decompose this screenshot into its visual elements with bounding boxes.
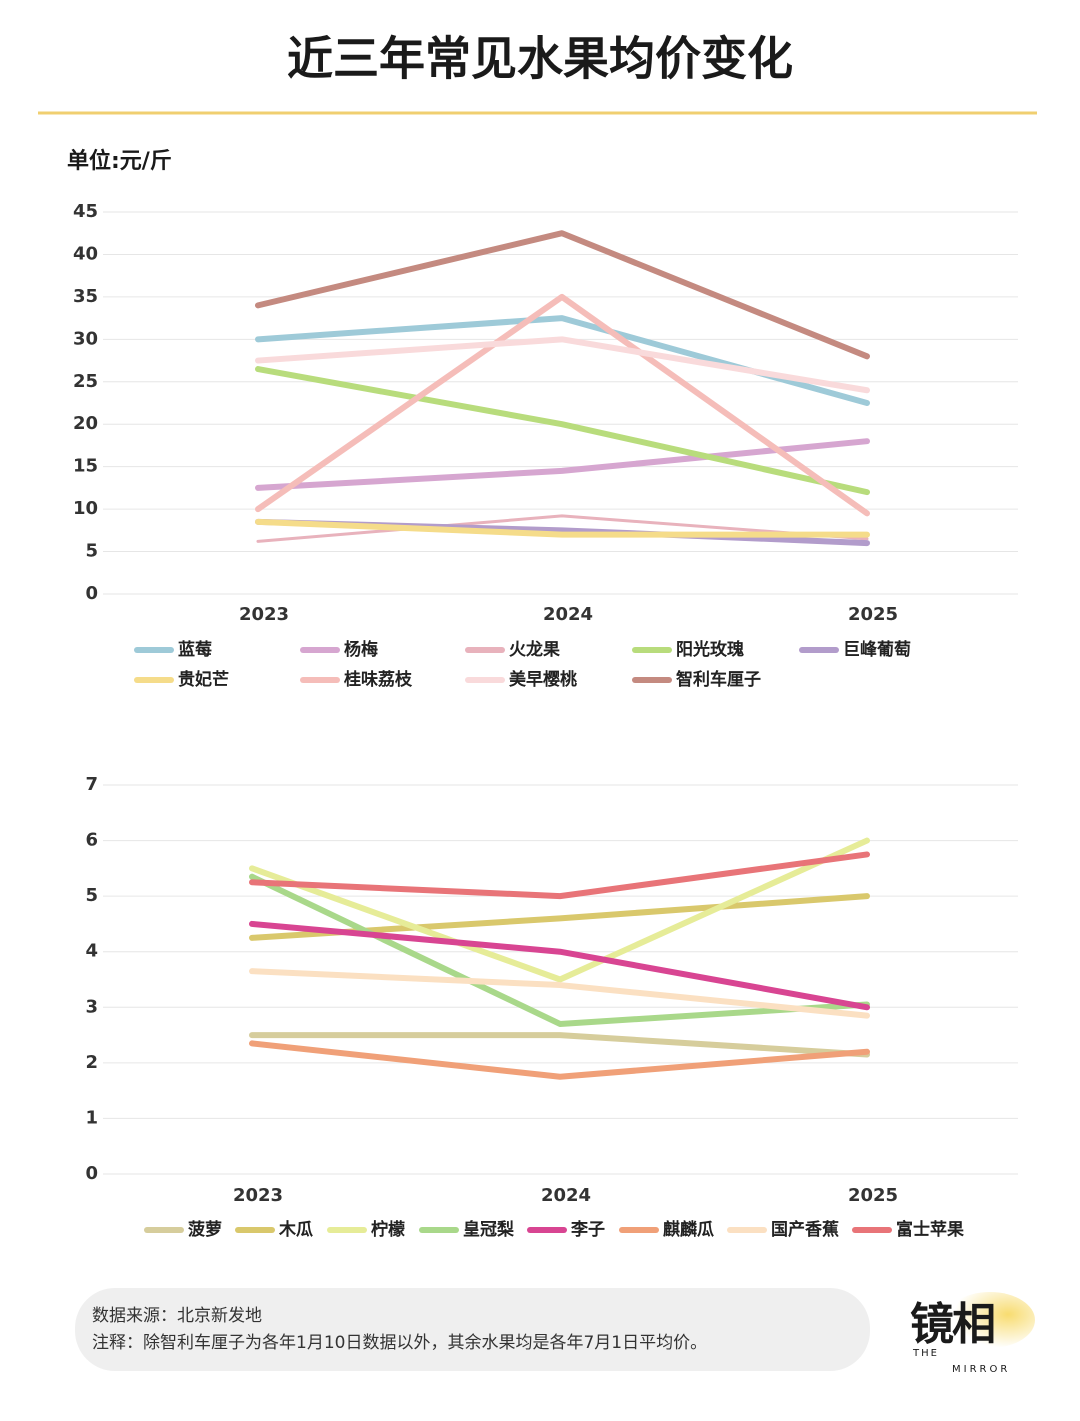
series-line (255, 438, 870, 491)
legend-label: 木瓜 (278, 1219, 313, 1240)
y-tick-label: 10 (73, 498, 98, 519)
logo: 镜相 (910, 1299, 994, 1350)
x-tick-label: 2025 (848, 1185, 898, 1206)
y-tick-label: 6 (85, 830, 98, 851)
series-line (249, 1032, 870, 1058)
series-line (256, 514, 869, 543)
legend-label: 麒麟瓜 (663, 1219, 714, 1240)
y-tick-label: 4 (85, 941, 98, 962)
series-line (249, 851, 870, 900)
legend-label: 柠檬 (371, 1219, 405, 1240)
title: 近三年常见水果均价变化 (287, 32, 793, 86)
y-tick-label: 30 (73, 328, 98, 349)
footnote-box (75, 1288, 870, 1371)
y-tick-label: 5 (85, 541, 98, 562)
series-line (249, 920, 870, 1011)
legend-label: 李子 (571, 1219, 605, 1240)
y-tick-label: 0 (85, 1163, 98, 1184)
series-line (249, 968, 870, 1019)
x-tick-label: 2023 (233, 1185, 283, 1206)
unit-label: 单位:元/斤 (67, 148, 172, 174)
x-tick-label: 2024 (543, 604, 593, 625)
legend-label: 蓝莓 (178, 640, 212, 660)
legend-label: 巨峰葡萄 (843, 639, 911, 660)
series-line (249, 873, 870, 1027)
legend-label: 富士苹果 (896, 1219, 964, 1240)
logo-sub: MIRROR (952, 1364, 1010, 1375)
y-tick-label: 15 (73, 456, 98, 477)
series-line (255, 518, 870, 538)
legend-label: 贵妃芒 (178, 669, 229, 690)
series-line (249, 1040, 870, 1080)
legend-label: 杨梅 (344, 639, 378, 660)
series-line (255, 293, 870, 517)
legend-label: 美早樱桃 (509, 669, 577, 690)
legend-label: 菠萝 (188, 1219, 222, 1240)
y-tick-label: 5 (85, 885, 98, 906)
note: 注释：除智利车厘子为各年1月10日数据以外，其余水果均是各年7月1日平均价。 (92, 1333, 707, 1353)
y-tick-label: 45 (73, 201, 98, 222)
legend-label: 皇冠梨 (463, 1219, 515, 1240)
x-tick-label: 2025 (848, 604, 898, 625)
x-tick-label: 2024 (541, 1185, 591, 1206)
series-line (255, 315, 870, 406)
legend-label: 阳光玫瑰 (676, 639, 744, 660)
legend-label: 国产香蕉 (771, 1219, 839, 1240)
series-line (255, 336, 870, 394)
y-tick-label: 25 (73, 371, 98, 392)
legend-label: 火龙果 (509, 639, 560, 660)
y-tick-label: 2 (85, 1052, 98, 1073)
x-tick-label: 2023 (239, 604, 289, 625)
y-tick-label: 1 (85, 1107, 98, 1128)
y-tick-label: 0 (85, 583, 98, 604)
series-line (255, 230, 870, 360)
series-line (249, 837, 870, 983)
logo-sub: THE (912, 1348, 939, 1359)
y-tick-label: 20 (73, 413, 98, 434)
legend-label: 智利车厘子 (676, 669, 761, 690)
source: 数据来源：北京新发地 (92, 1306, 262, 1326)
legend-label: 桂味荔枝 (343, 669, 413, 690)
y-tick-label: 3 (85, 996, 98, 1017)
y-tick-label: 40 (73, 243, 98, 264)
y-tick-label: 35 (73, 286, 98, 307)
y-tick-label: 7 (85, 774, 98, 795)
series-line (255, 366, 870, 496)
logo-glow (945, 1292, 1035, 1348)
